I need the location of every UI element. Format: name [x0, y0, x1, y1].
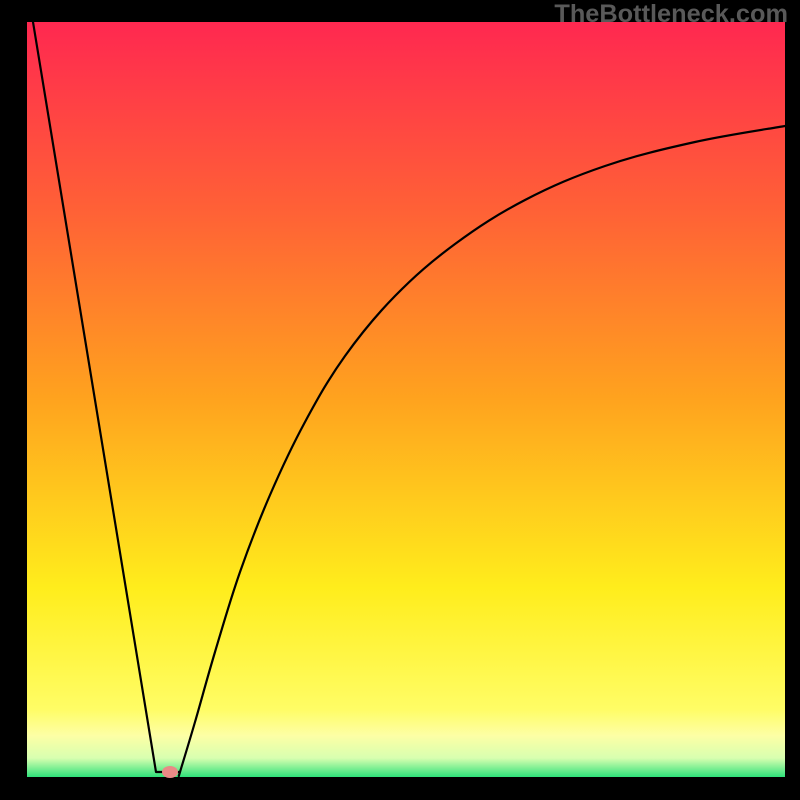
- bottleneck-curve-path: [33, 22, 785, 776]
- bottleneck-curve: [0, 0, 800, 800]
- minimum-marker: [162, 766, 178, 778]
- watermark-text: TheBottleneck.com: [554, 0, 788, 29]
- chart-frame: TheBottleneck.com: [0, 0, 800, 800]
